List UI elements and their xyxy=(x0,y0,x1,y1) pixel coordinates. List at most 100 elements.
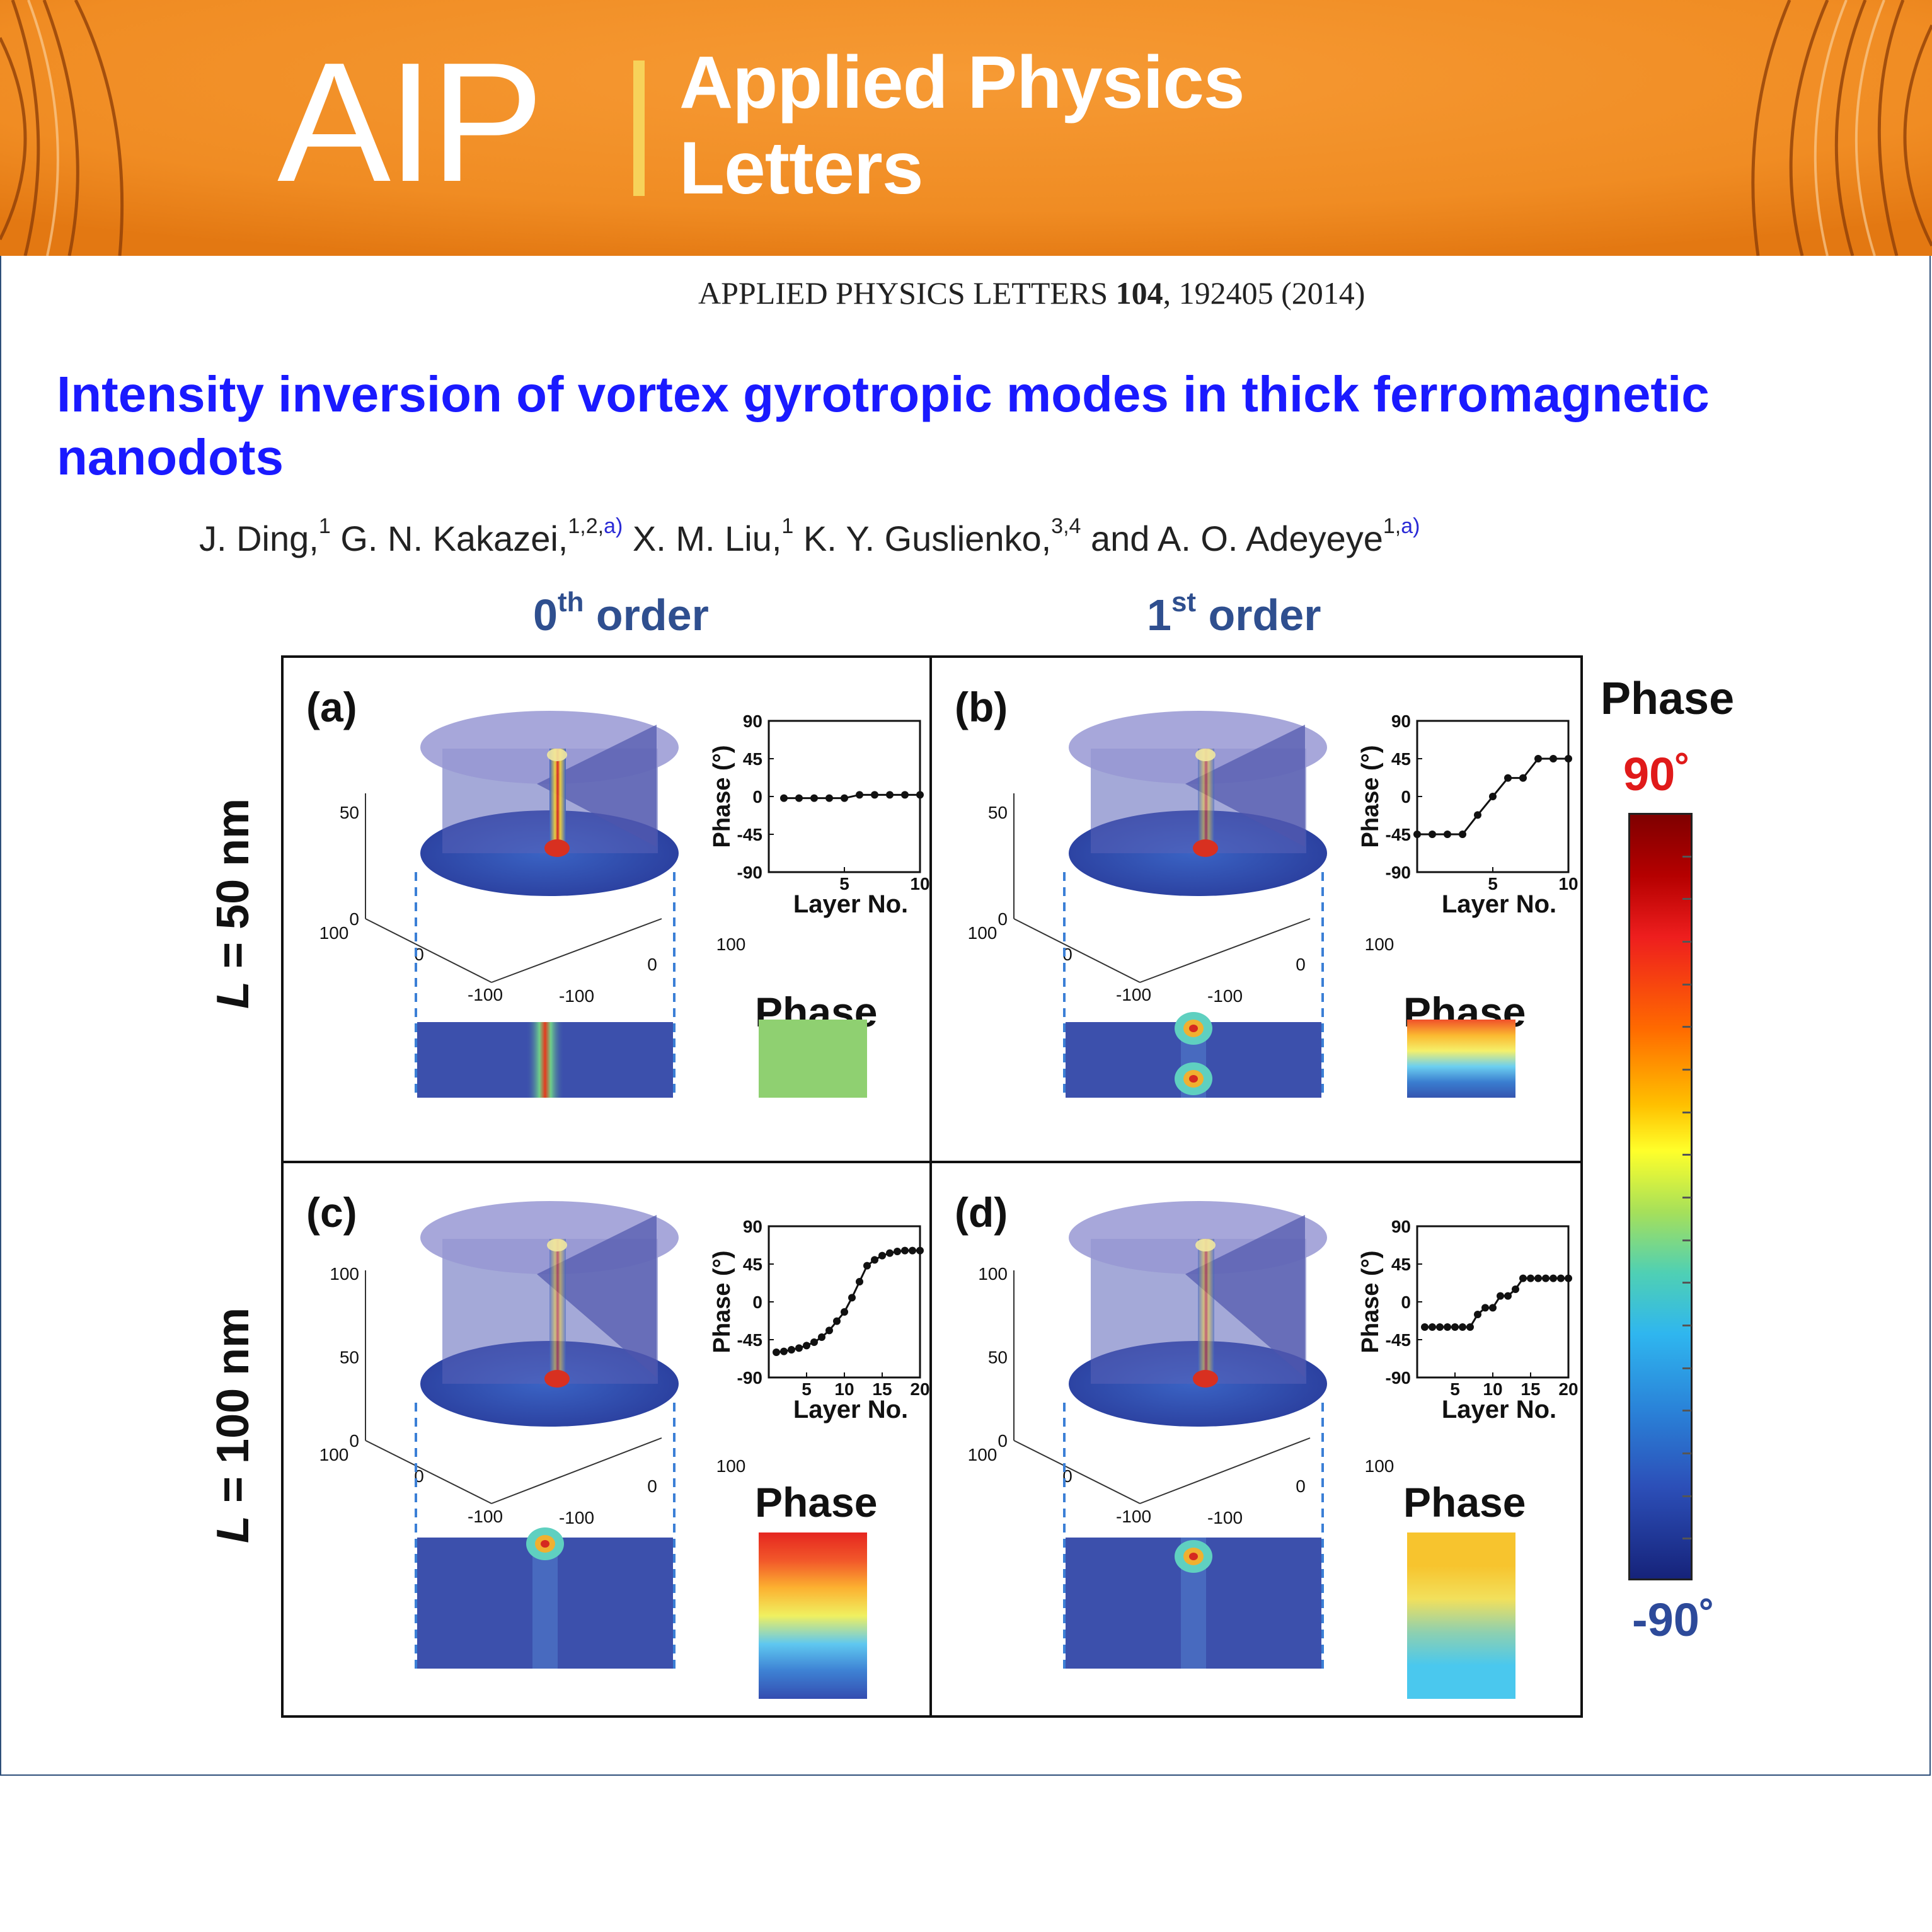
affiliation-numbers: 1,2, xyxy=(568,514,604,538)
z-tick-label: 50 xyxy=(340,803,359,822)
y-tick-label: -45 xyxy=(1386,1330,1411,1350)
data-point xyxy=(1444,831,1451,838)
colorbar-tick xyxy=(1682,983,1691,986)
data-point xyxy=(1429,831,1436,838)
y-tick-label: 0 xyxy=(1401,1292,1411,1312)
z-tick-label: 0 xyxy=(349,1431,359,1451)
col0-rest: order xyxy=(584,590,709,640)
col0-sup: th xyxy=(557,587,584,618)
vortex-core-spot xyxy=(544,1370,570,1388)
row0-var: L xyxy=(208,981,258,1009)
colorbar-max-label: 90˚ xyxy=(1623,748,1691,800)
colorbar-min-label: -90˚ xyxy=(1632,1594,1715,1646)
xy-tick-label: 0 xyxy=(1296,1476,1306,1496)
colorbar-tick xyxy=(1682,1239,1691,1241)
y-tick-label: 90 xyxy=(743,1217,762,1236)
vortex-core-spot xyxy=(547,749,567,761)
z-tick-label: 0 xyxy=(349,909,359,929)
logo-divider xyxy=(633,60,645,196)
banner-title-line1: Applied Physics xyxy=(679,41,1245,124)
data-point xyxy=(1512,1285,1519,1293)
data-point xyxy=(916,791,924,799)
data-point xyxy=(788,1346,795,1354)
grid-divider-horizontal xyxy=(281,1161,1583,1163)
x-tick-label: 20 xyxy=(910,1379,929,1399)
z-tick-label: 50 xyxy=(988,1348,1008,1367)
vortex-core-spot xyxy=(1193,1370,1218,1388)
data-point xyxy=(871,791,878,799)
citation-line: APPLIED PHYSICS LETTERS 104, 192405 (201… xyxy=(698,275,1365,311)
author-affiliation: 3,4 xyxy=(1051,514,1081,538)
guide-lines xyxy=(1063,872,1324,1098)
figure-panel: (a) 50 0 100 0 -100 -100 0 100 90 45 0 -45 -90 5 10 Laye… xyxy=(284,658,932,1163)
xy-tick-label: -100 xyxy=(468,985,503,1004)
colorbar-tick xyxy=(1682,1452,1691,1454)
colorbar-tick xyxy=(1682,1282,1691,1284)
panel-letter: (a) xyxy=(306,684,357,730)
xy-tick-label: 0 xyxy=(647,955,657,974)
colorbar-tick xyxy=(1682,898,1691,900)
panel-letter: (c) xyxy=(306,1189,357,1236)
colorbar-title: Phase xyxy=(1601,674,1735,724)
data-point xyxy=(780,1347,788,1355)
x-axis-label: Layer No. xyxy=(1442,890,1556,918)
journal-banner: AIP Applied Physics Letters xyxy=(0,0,1932,256)
x-tick-label: 15 xyxy=(1521,1379,1540,1399)
data-point xyxy=(773,1348,780,1356)
core-blob xyxy=(541,1540,549,1548)
colorbar-tick xyxy=(1682,855,1691,858)
phase-swatch xyxy=(759,1020,867,1098)
data-point xyxy=(825,794,833,802)
data-point xyxy=(848,1294,856,1302)
xy-tick-label: 0 xyxy=(647,1476,657,1496)
vortex-core-spot xyxy=(544,839,570,857)
y-axis-label: Phase (°) xyxy=(1357,745,1384,848)
z-tick-label: 0 xyxy=(998,909,1008,929)
data-point xyxy=(901,791,909,799)
data-point xyxy=(1504,774,1512,782)
core-blob xyxy=(1189,1025,1198,1032)
col0-main: 0 xyxy=(533,590,558,640)
data-point xyxy=(1542,1274,1550,1282)
phase-label: Phase xyxy=(1403,1479,1526,1526)
xy-tick-label: -100 xyxy=(559,986,594,1006)
x-tick-label: 10 xyxy=(1483,1379,1502,1399)
panel-letter: (b) xyxy=(955,684,1008,730)
x-tick-label: 5 xyxy=(1488,874,1498,894)
z-tick-label: 50 xyxy=(988,803,1008,822)
affiliation-note: a) xyxy=(604,514,623,538)
affiliation-note: a) xyxy=(1401,514,1420,538)
data-point xyxy=(1489,1304,1497,1312)
data-point xyxy=(1527,1274,1534,1282)
z-tick-label: 50 xyxy=(340,1348,359,1367)
y-tick-label: 0 xyxy=(752,787,762,807)
author-name: X. M. Liu, xyxy=(623,519,782,558)
data-point xyxy=(841,794,848,802)
y-axis-label: Phase (°) xyxy=(709,1250,735,1353)
guide-lines xyxy=(415,1403,676,1669)
data-point xyxy=(909,1246,916,1255)
author-affiliation: 1 xyxy=(319,514,331,538)
data-point xyxy=(856,1278,863,1285)
guide-lines xyxy=(415,872,676,1098)
figure-panel: (b) 50 0 100 0 -100 -100 0 100 90 45 0 -45 -90 5 10 Laye… xyxy=(932,658,1580,1163)
grid-divider-vertical xyxy=(929,655,932,1718)
y-axis-label: Phase (°) xyxy=(1357,1250,1384,1353)
data-point xyxy=(886,1249,894,1257)
colorbar-tick xyxy=(1682,1325,1691,1326)
x-tick-label: 10 xyxy=(910,874,929,894)
y-tick-label: -45 xyxy=(737,825,762,844)
data-point xyxy=(1466,1323,1474,1331)
data-point xyxy=(833,1317,841,1325)
x-tick-label: 20 xyxy=(1558,1379,1578,1399)
colorbar-tick xyxy=(1682,941,1691,943)
vortex-core-spot xyxy=(1195,1239,1216,1251)
data-point xyxy=(1519,1274,1527,1282)
data-point xyxy=(1459,1323,1466,1331)
data-point xyxy=(1489,793,1497,800)
plot-3d-axes xyxy=(365,1270,662,1504)
